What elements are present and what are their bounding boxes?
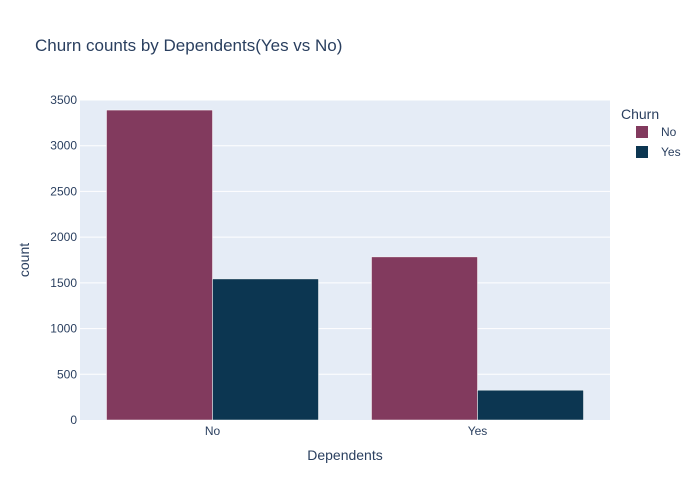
bar-no-no bbox=[106, 109, 213, 421]
bar-yes-yes bbox=[477, 389, 584, 421]
bar-yes-no bbox=[371, 256, 478, 421]
y-tick-label: 2000 bbox=[50, 230, 77, 244]
chart-title: Churn counts by Dependents(Yes vs No) bbox=[35, 36, 342, 55]
y-tick-label: 1500 bbox=[50, 276, 77, 290]
legend-swatch bbox=[636, 146, 648, 158]
y-tick-label: 2500 bbox=[50, 184, 77, 198]
x-tick-label: Yes bbox=[468, 424, 488, 438]
y-tick-label: 1000 bbox=[50, 322, 77, 336]
legend: Churn No Yes bbox=[621, 106, 681, 159]
x-tick-label: No bbox=[205, 424, 221, 438]
y-axis-title: count bbox=[16, 243, 32, 277]
x-axis-title: Dependents bbox=[307, 447, 383, 463]
y-tick-label: 3000 bbox=[50, 139, 77, 153]
legend-swatch bbox=[636, 126, 648, 138]
bars bbox=[106, 109, 584, 421]
y-tick-label: 0 bbox=[70, 413, 77, 427]
legend-label: No bbox=[661, 125, 677, 139]
legend-title: Churn bbox=[621, 106, 659, 122]
bar-no-yes bbox=[212, 278, 319, 421]
y-tick-label: 500 bbox=[57, 367, 77, 381]
legend-label: Yes bbox=[661, 145, 681, 159]
y-axis-ticks: 0 500 1000 1500 2000 2500 3000 3500 bbox=[50, 93, 77, 427]
x-axis-ticks: No Yes bbox=[205, 424, 487, 438]
y-tick-label: 3500 bbox=[50, 93, 77, 107]
